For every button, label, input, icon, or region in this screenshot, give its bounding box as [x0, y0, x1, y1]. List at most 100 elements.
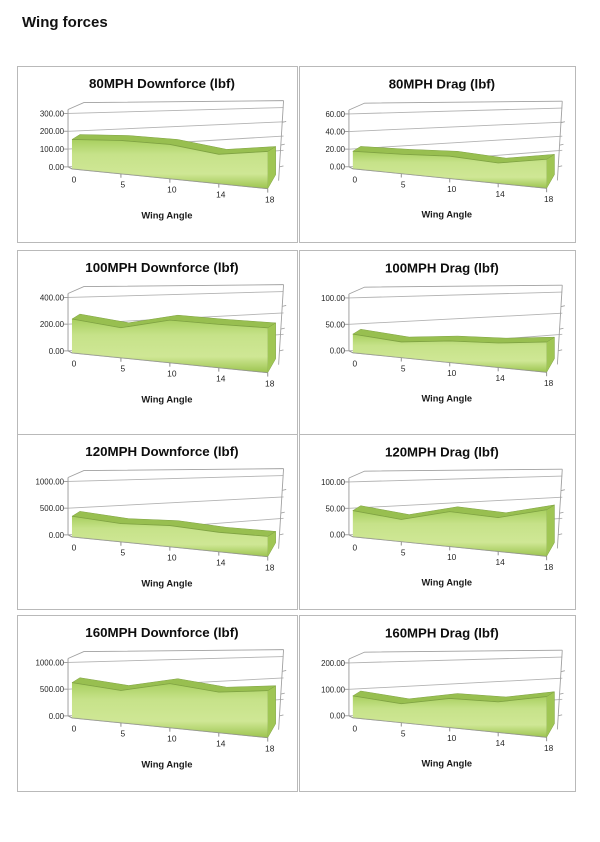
depth-axis-tick — [560, 670, 565, 673]
chart-cell-100mph-drag: 100.00 50.00 0.00 0 5 10 14 18 Wing Angle 100MPH … — [299, 250, 576, 435]
depth-axis-line — [556, 469, 563, 549]
x-axis-tick-label: 0 — [72, 359, 77, 369]
area-series — [71, 319, 268, 373]
x-axis-tick-label: 0 — [352, 542, 357, 552]
area-series-outline — [71, 515, 268, 537]
area-series-outline — [352, 150, 547, 164]
x-axis-title: Wing Angle — [141, 393, 192, 404]
area-series — [352, 509, 547, 557]
depth-axis-tick — [559, 143, 564, 146]
area-series-end-cap — [267, 322, 276, 374]
chart-cell-120mph-downforce: 1000.00 500.00 0.00 0 5 10 14 18 Wing Angle 120MP… — [17, 434, 298, 610]
depth-axis-line — [278, 649, 285, 730]
x-axis-tick-label: 0 — [72, 175, 77, 185]
x-axis-tick-label: 5 — [121, 364, 126, 374]
gridline — [68, 475, 284, 482]
y-axis-tick-label: 400.00 — [40, 293, 65, 302]
depth-axis-tick — [282, 488, 287, 491]
area-series — [352, 695, 547, 738]
gridline — [68, 656, 284, 663]
x-axis-tick-label: 5 — [401, 728, 406, 738]
x-axis-tick-label: 14 — [216, 190, 226, 200]
x-axis-tick-label: 18 — [265, 378, 275, 388]
area-series — [71, 516, 268, 557]
x-axis-tick-label: 14 — [216, 374, 226, 384]
depth-axis-tick — [279, 533, 284, 536]
chart-title: 100MPH Downforce (lbf) — [85, 260, 238, 275]
depth-axis-tick — [282, 120, 287, 123]
depth-axis-tick — [559, 327, 564, 330]
wall-top-edge — [348, 100, 563, 111]
y-axis-tick-label: 0.00 — [330, 531, 346, 540]
depth-axis-tick — [279, 165, 284, 168]
chart-title: 160MPH Drag (lbf) — [385, 625, 499, 640]
area-series-end-cap — [546, 336, 555, 374]
depth-axis-tick — [280, 143, 285, 146]
x-axis-title: Wing Angle — [141, 577, 192, 588]
x-axis-tick-label: 5 — [401, 363, 406, 373]
x-axis-tick-label: 5 — [121, 729, 126, 739]
x-axis-tick-label: 0 — [352, 723, 357, 733]
wall-top-edge — [67, 284, 284, 294]
x-axis-title: Wing Angle — [141, 209, 192, 220]
chart-cell-80mph-downforce: 300.00 200.00 100.00 0.00 0 5 10 14 18 Wing Angle… — [17, 66, 298, 243]
y-axis-tick-label: 0.00 — [330, 347, 346, 356]
y-axis-tick-label: 60.00 — [325, 110, 345, 119]
x-axis-title: Wing Angle — [421, 210, 472, 220]
x-axis-tick-label: 18 — [544, 378, 554, 388]
chart-160mph-drag: 200.00 100.00 0.00 0 5 10 14 18 Wing Angle 160MPH… — [321, 625, 565, 769]
y-axis-tick-label: 100.00 — [321, 294, 346, 303]
x-axis-tick-label: 14 — [496, 189, 506, 199]
y-axis-tick-label: 100.00 — [321, 685, 346, 694]
depth-axis-tick — [560, 305, 565, 308]
floor-front-edge — [352, 168, 547, 189]
wall-top-edge — [348, 468, 563, 479]
gridline — [68, 121, 284, 132]
floor-front-edge — [71, 536, 268, 558]
chart-cell-160mph-downforce: 1000.00 500.00 0.00 0 5 10 14 18 Wing Angle 160MP… — [17, 615, 298, 792]
chart-cell-80mph-drag: 60.00 40.00 20.00 0.00 0 5 10 14 18 Wing Angle 80M… — [299, 66, 576, 243]
x-axis-tick-label: 10 — [447, 552, 457, 562]
chart-title: 80MPH Downforce (lbf) — [89, 76, 235, 91]
wall-top-edge — [67, 468, 284, 478]
x-axis-tick-label: 0 — [352, 174, 357, 184]
depth-axis-line — [278, 284, 285, 365]
area-series — [71, 682, 268, 738]
page-title: Wing forces — [22, 14, 108, 31]
depth-axis-tick — [280, 327, 285, 330]
y-axis-tick-label: 40.00 — [325, 127, 345, 136]
area-series-end-cap — [267, 685, 276, 739]
gridline — [68, 291, 284, 298]
x-axis-tick-label: 5 — [121, 180, 126, 190]
chart-160mph-downforce: 1000.00 500.00 0.00 0 5 10 14 18 Wing Angle 160MP… — [36, 625, 287, 769]
x-axis-tick-label: 10 — [447, 184, 457, 194]
x-axis-tick-label: 5 — [401, 179, 406, 189]
depth-axis-tick — [558, 349, 563, 352]
x-axis-title: Wing Angle — [421, 394, 472, 404]
x-axis-tick-label: 10 — [167, 369, 177, 379]
area-series-outline — [352, 509, 547, 520]
chart-title: 80MPH Drag (lbf) — [389, 76, 495, 91]
wall-top-edge — [348, 284, 563, 295]
x-axis-tick-label: 10 — [167, 553, 177, 563]
wall-top-edge — [67, 100, 284, 110]
area-series-outline — [352, 695, 547, 705]
area-series-end-cap — [546, 504, 555, 558]
area-series-outline — [71, 318, 268, 329]
y-axis-tick-label: 20.00 — [325, 145, 345, 154]
x-axis-tick-label: 18 — [265, 562, 275, 572]
y-axis-tick-label: 100.00 — [321, 478, 346, 487]
depth-axis-tick — [560, 489, 565, 492]
area-series-end-cap — [546, 153, 555, 190]
floor-front-edge — [71, 352, 268, 374]
y-axis-tick-label: 0.00 — [49, 531, 65, 540]
x-axis-tick-label: 10 — [167, 185, 177, 195]
depth-axis-line — [556, 285, 563, 365]
floor-front-edge — [352, 536, 547, 557]
area-series — [71, 139, 268, 189]
x-axis-tick-label: 10 — [447, 733, 457, 743]
wall-top-edge — [348, 649, 563, 660]
y-axis-tick-label: 0.00 — [49, 347, 65, 356]
x-axis-tick-label: 0 — [72, 724, 77, 734]
y-axis-tick-label: 0.00 — [330, 712, 346, 721]
